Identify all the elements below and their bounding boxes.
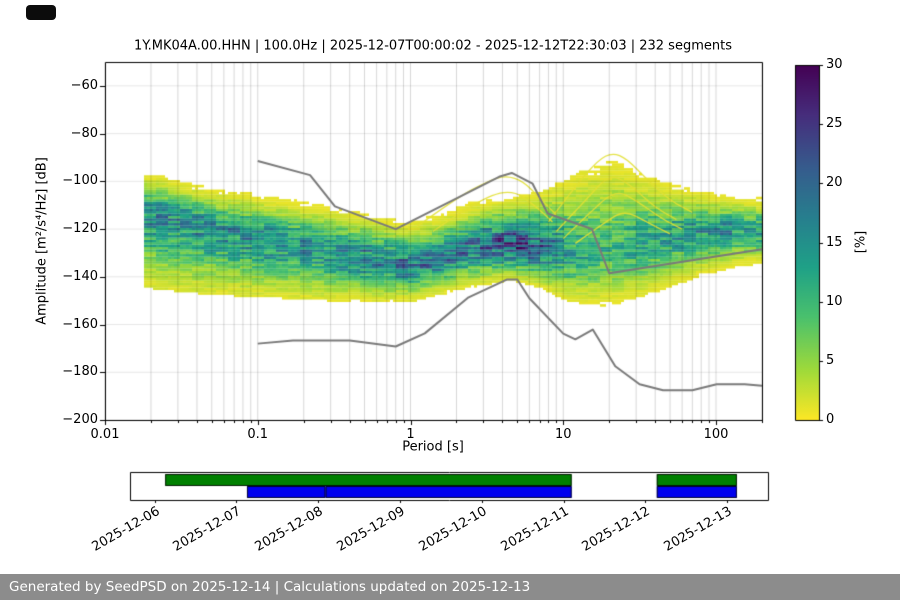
colorbar-tick-label: 30 — [826, 57, 843, 72]
colorbar-tick-label: 10 — [826, 293, 843, 309]
y-tick-label: −180 — [62, 364, 98, 380]
x-axis-label: Period [s] — [402, 439, 464, 455]
colorbar-tick-label: 15 — [826, 234, 843, 250]
y-tick-label: −140 — [62, 268, 98, 284]
footer-text: Generated by SeedPSD on 2025-12-14 | Cal… — [9, 579, 531, 595]
colorbar-tick-label: 5 — [826, 352, 835, 368]
x-tick-label: 10 — [554, 427, 572, 442]
corner-mark — [26, 5, 56, 20]
x-tick-label: 0.01 — [90, 427, 120, 442]
colorbar-tick-label: 25 — [826, 116, 843, 132]
footer-bar: Generated by SeedPSD on 2025-12-14 | Cal… — [0, 574, 900, 600]
y-tick-label: −80 — [70, 125, 98, 141]
x-tick-label: 0.1 — [247, 427, 269, 442]
x-tick-label: 100 — [703, 427, 729, 442]
y-tick-label: −100 — [62, 173, 98, 189]
plot-title: 1Y.MK04A.00.HHN | 100.0Hz | 2025-12-07T0… — [134, 38, 732, 54]
colorbar-tick-label: 0 — [826, 412, 835, 427]
y-tick-label: −200 — [62, 412, 98, 427]
colorbar-tick-label: 20 — [826, 175, 843, 191]
y-tick-label: −60 — [70, 77, 98, 93]
y-tick-label: −160 — [62, 316, 98, 332]
y-tick-label: −120 — [62, 221, 98, 237]
x-tick-label: 1 — [406, 427, 415, 442]
